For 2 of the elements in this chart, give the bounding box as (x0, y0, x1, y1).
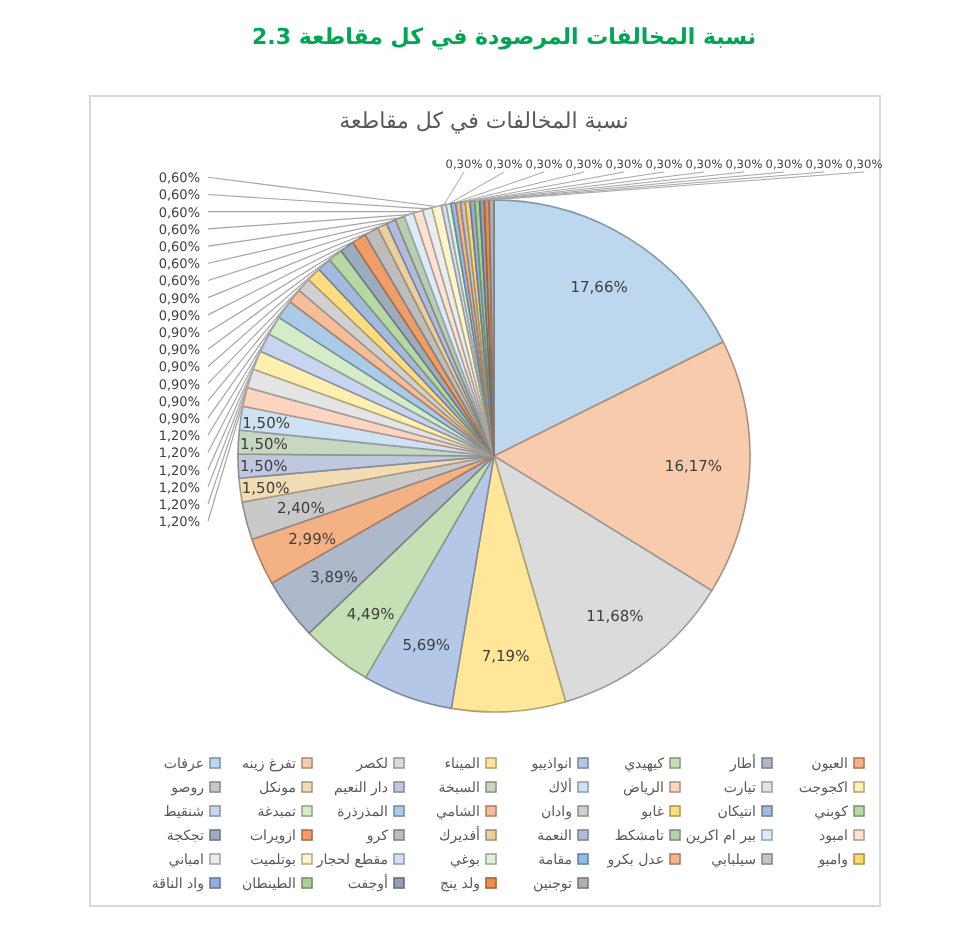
chart-title: نسبة المخالفات في كل مقاطعة (339, 108, 629, 134)
text: 2.3 نسبة المخالفات المرصودة في كل مقاطعة (252, 24, 756, 50)
